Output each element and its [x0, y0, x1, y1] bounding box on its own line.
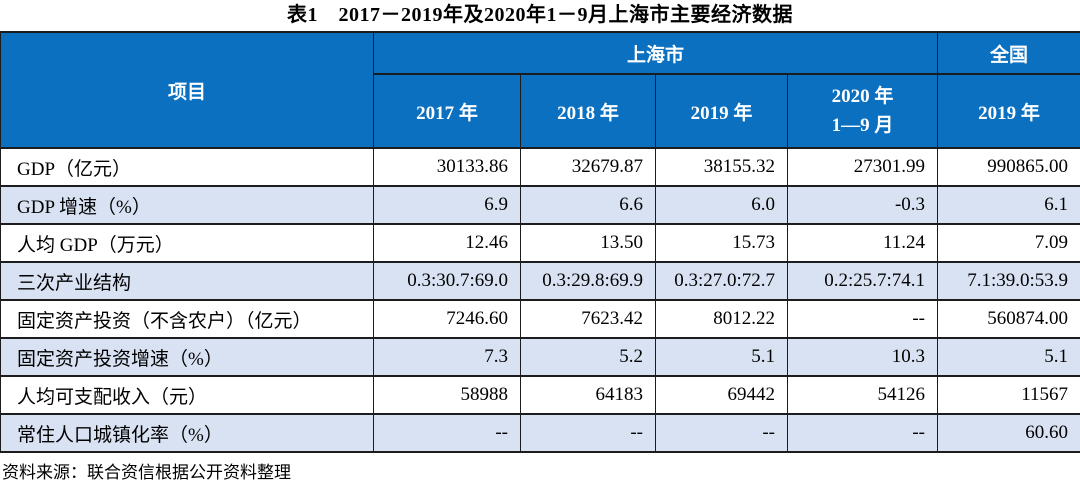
row-label: 固定资产投资增速（%） [0, 337, 374, 377]
cell-value: 32679.87 [520, 147, 656, 187]
table-body: GDP（亿元） 30133.86 32679.87 38155.32 27301… [0, 147, 1080, 453]
row-label: 人均 GDP（万元） [0, 223, 374, 263]
cell-value: 10.3 [786, 337, 939, 377]
cell-value: 15.73 [655, 223, 788, 263]
header-col-2017: 2017 年 [373, 73, 521, 149]
table-row: 固定资产投资（不含农户）（亿元） 7246.60 7623.42 8012.22… [0, 299, 1080, 339]
cell-value: 0.3:27.0:72.7 [655, 261, 788, 301]
row-label: GDP（亿元） [0, 147, 374, 187]
cell-value: 58988 [373, 375, 521, 415]
cell-value: -0.3 [786, 185, 939, 225]
header-group-row: 项目 上海市 全国 [0, 31, 1080, 149]
economic-data-table: 项目 上海市 全国 2017 年 2018 年 2019 年 2020 年 1—… [0, 31, 1080, 453]
table-row: GDP 增速（%） 6.9 6.6 6.0 -0.3 6.1 [0, 185, 1080, 225]
header-item: 项目 [0, 31, 374, 149]
cell-value: 6.0 [655, 185, 788, 225]
table-header: 项目 上海市 全国 2017 年 2018 年 2019 年 2020 年 1—… [0, 31, 1080, 149]
cell-value: -- [373, 413, 521, 453]
cell-value: 5.1 [937, 337, 1080, 377]
header-col-2019: 2019 年 [655, 73, 788, 149]
row-label: GDP 增速（%） [0, 185, 374, 225]
header-group-national: 全国 [937, 31, 1080, 75]
cell-value: 7.3 [373, 337, 521, 377]
header-col-2018: 2018 年 [520, 73, 656, 149]
cell-value: 0.2:25.7:74.1 [786, 261, 939, 301]
header-year-row: 2017 年 2018 年 2019 年 2020 年 1—9 月 2019 年 [1, 73, 1080, 149]
cell-value: 13.50 [520, 223, 656, 263]
header-group-shanghai: 上海市 [372, 31, 939, 75]
cell-value: 60.60 [937, 413, 1080, 453]
cell-value: 6.6 [520, 185, 656, 225]
cell-value: 7246.60 [373, 299, 521, 339]
cell-value: 12.46 [373, 223, 521, 263]
row-label: 固定资产投资（不含农户）（亿元） [0, 299, 374, 339]
cell-value: 7623.42 [520, 299, 656, 339]
header-col-2020-line1: 2020 年 [831, 85, 894, 107]
cell-value: 30133.86 [373, 147, 521, 187]
cell-value: -- [655, 413, 788, 453]
table-row: 三次产业结构 0.3:30.7:69.0 0.3:29.8:69.9 0.3:2… [0, 261, 1080, 301]
cell-value: 8012.22 [655, 299, 788, 339]
cell-value: 27301.99 [786, 147, 939, 187]
row-label: 常住人口城镇化率（%） [0, 413, 374, 453]
cell-value: 11.24 [786, 223, 939, 263]
cell-value: -- [786, 299, 939, 339]
cell-value: 7.1:39.0:53.9 [937, 261, 1080, 301]
table-title: 表1 2017－2019年及2020年1－9月上海市主要经济数据 [287, 4, 793, 26]
header-col-national-2019: 2019 年 [937, 73, 1080, 149]
table-row: 常住人口城镇化率（%） -- -- -- -- 60.60 [0, 413, 1080, 453]
header-col-2020-line2: 1—9 月 [831, 115, 894, 136]
cell-value: 990865.00 [937, 147, 1080, 187]
cell-value: 54126 [786, 375, 939, 415]
row-label: 人均可支配收入（元） [0, 375, 374, 415]
row-label: 三次产业结构 [0, 261, 374, 301]
table-row: 固定资产投资增速（%） 7.3 5.2 5.1 10.3 5.1 [0, 337, 1080, 377]
cell-value: 38155.32 [655, 147, 788, 187]
cell-value: 0.3:30.7:69.0 [373, 261, 521, 301]
cell-value: 69442 [655, 375, 788, 415]
cell-value: 5.1 [655, 337, 788, 377]
cell-value: 5.2 [520, 337, 656, 377]
table-row: 人均 GDP（万元） 12.46 13.50 15.73 11.24 7.09 [0, 223, 1080, 263]
cell-value: 560874.00 [937, 299, 1080, 339]
cell-value: 6.9 [373, 185, 521, 225]
cell-value: -- [786, 413, 939, 453]
cell-value: -- [520, 413, 656, 453]
cell-value: 64183 [520, 375, 656, 415]
table-row: GDP（亿元） 30133.86 32679.87 38155.32 27301… [0, 147, 1080, 187]
cell-value: 7.09 [937, 223, 1080, 263]
table-row: 人均可支配收入（元） 58988 64183 69442 54126 11567 [0, 375, 1080, 415]
cell-value: 0.3:29.8:69.9 [520, 261, 656, 301]
header-col-2020-jan-sep: 2020 年 1—9 月 [786, 73, 939, 149]
source-note: 资料来源：联合资信根据公开资料整理 [2, 463, 291, 482]
cell-value: 11567 [937, 375, 1080, 415]
cell-value: 6.1 [937, 185, 1080, 225]
